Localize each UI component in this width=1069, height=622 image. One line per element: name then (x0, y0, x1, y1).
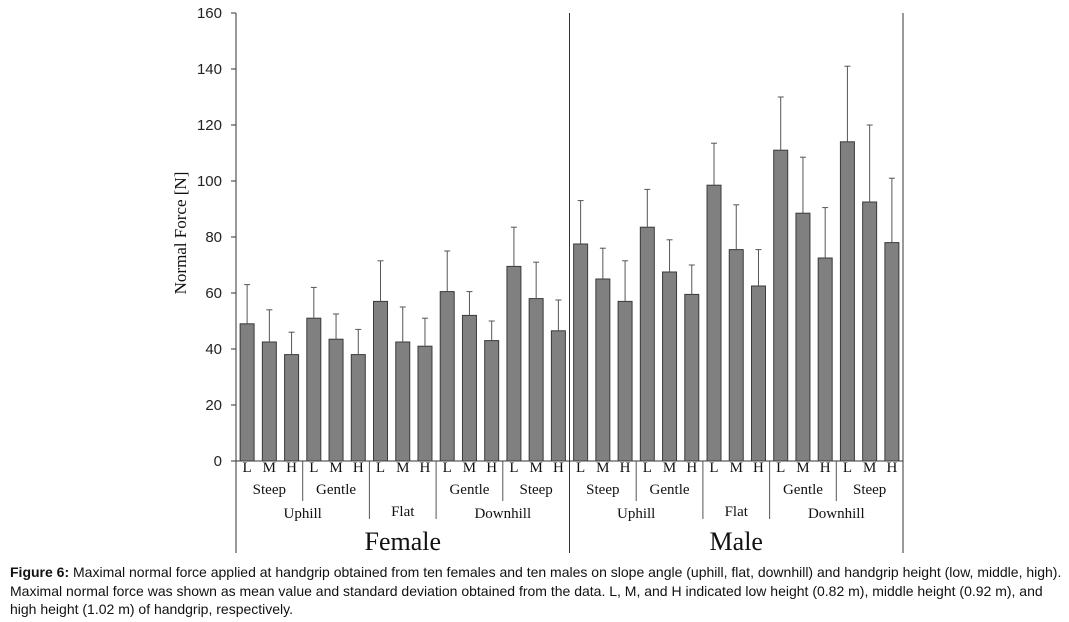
angle-label: Steep (586, 482, 619, 498)
height-label: M (863, 460, 876, 476)
bar (795, 212, 811, 462)
height-label: L (843, 460, 852, 476)
height-label: L (309, 460, 318, 476)
angle-label: Gentle (783, 482, 823, 498)
height-label: L (776, 460, 785, 476)
bar (662, 271, 678, 462)
height-label: L (709, 460, 718, 476)
bar (239, 323, 255, 462)
height-label: L (643, 460, 652, 476)
y-tick-label: 0 (214, 453, 222, 470)
bar (750, 285, 766, 462)
bar (706, 184, 722, 462)
height-label: L (376, 460, 385, 476)
y-tick-label: 80 (205, 229, 222, 246)
bar (261, 341, 277, 462)
height-label: M (730, 460, 743, 476)
bar (439, 291, 455, 462)
bar (550, 330, 566, 462)
height-label: M (796, 460, 809, 476)
bar (617, 300, 633, 462)
y-tick-label: 120 (197, 117, 222, 134)
height-label: M (596, 460, 609, 476)
angle-label: Gentle (316, 482, 356, 498)
y-tick-label: 160 (197, 5, 222, 22)
slope-label: Flat (391, 504, 415, 520)
height-label: L (443, 460, 452, 476)
height-label: M (463, 460, 476, 476)
slope-label: Flat (725, 504, 749, 520)
y-tick-label: 20 (205, 397, 222, 414)
group-label-female: Female (364, 527, 441, 556)
slope-label: Downhill (808, 506, 865, 522)
bar (461, 314, 477, 462)
height-label: H (886, 460, 897, 476)
angle-label: Steep (853, 482, 886, 498)
height-label: H (420, 460, 431, 476)
height-label: M (529, 460, 542, 476)
height-label: M (663, 460, 676, 476)
bar (839, 141, 855, 462)
height-label: H (553, 460, 564, 476)
bar (350, 354, 366, 462)
y-tick-label: 60 (205, 285, 222, 302)
axes-layer: 0 20 40 60 80 100 120 140 160 (197, 5, 904, 553)
slope-label: Uphill (617, 506, 655, 522)
bar (506, 265, 522, 462)
height-label: M (396, 460, 409, 476)
bar (639, 226, 655, 462)
slope-label: Uphill (284, 506, 322, 522)
group-label-male: Male (710, 527, 763, 556)
bar (306, 317, 322, 462)
angle-label: Steep (519, 482, 552, 498)
height-label: H (286, 460, 297, 476)
bar (595, 278, 611, 462)
bar (528, 298, 544, 462)
height-label: L (243, 460, 252, 476)
height-label: H (486, 460, 497, 476)
bar (284, 354, 300, 462)
height-label: H (620, 460, 631, 476)
bar (728, 249, 744, 462)
bar (395, 341, 411, 462)
y-axis-label: Normal Force [N] (171, 172, 190, 295)
figure-caption: Figure 6: Maximal normal force applied a… (10, 563, 1062, 619)
height-label: H (353, 460, 364, 476)
bar (817, 257, 833, 462)
height-label: H (820, 460, 831, 476)
height-label: M (263, 460, 276, 476)
bar (773, 149, 789, 462)
slope-label: Downhill (474, 506, 531, 522)
angle-label: Gentle (449, 482, 489, 498)
bar (417, 345, 433, 462)
caption-text: Maximal normal force applied at handgrip… (10, 564, 1062, 617)
height-label: M (329, 460, 342, 476)
angle-label: Gentle (650, 482, 690, 498)
y-tick-label: 40 (205, 341, 222, 358)
bars-layer (239, 65, 900, 462)
bar (328, 338, 344, 462)
caption-label: Figure 6: (10, 564, 70, 580)
bar (684, 293, 700, 462)
y-tick-label: 100 (197, 173, 222, 190)
bar (484, 340, 500, 462)
height-label: H (753, 460, 764, 476)
height-label: L (576, 460, 585, 476)
angle-label: Steep (253, 482, 286, 498)
height-label: H (686, 460, 697, 476)
y-tick-label: 140 (197, 61, 222, 78)
height-label: L (509, 460, 518, 476)
bar (884, 242, 900, 462)
bar (373, 300, 389, 462)
bar (862, 201, 878, 462)
bar (573, 243, 589, 462)
